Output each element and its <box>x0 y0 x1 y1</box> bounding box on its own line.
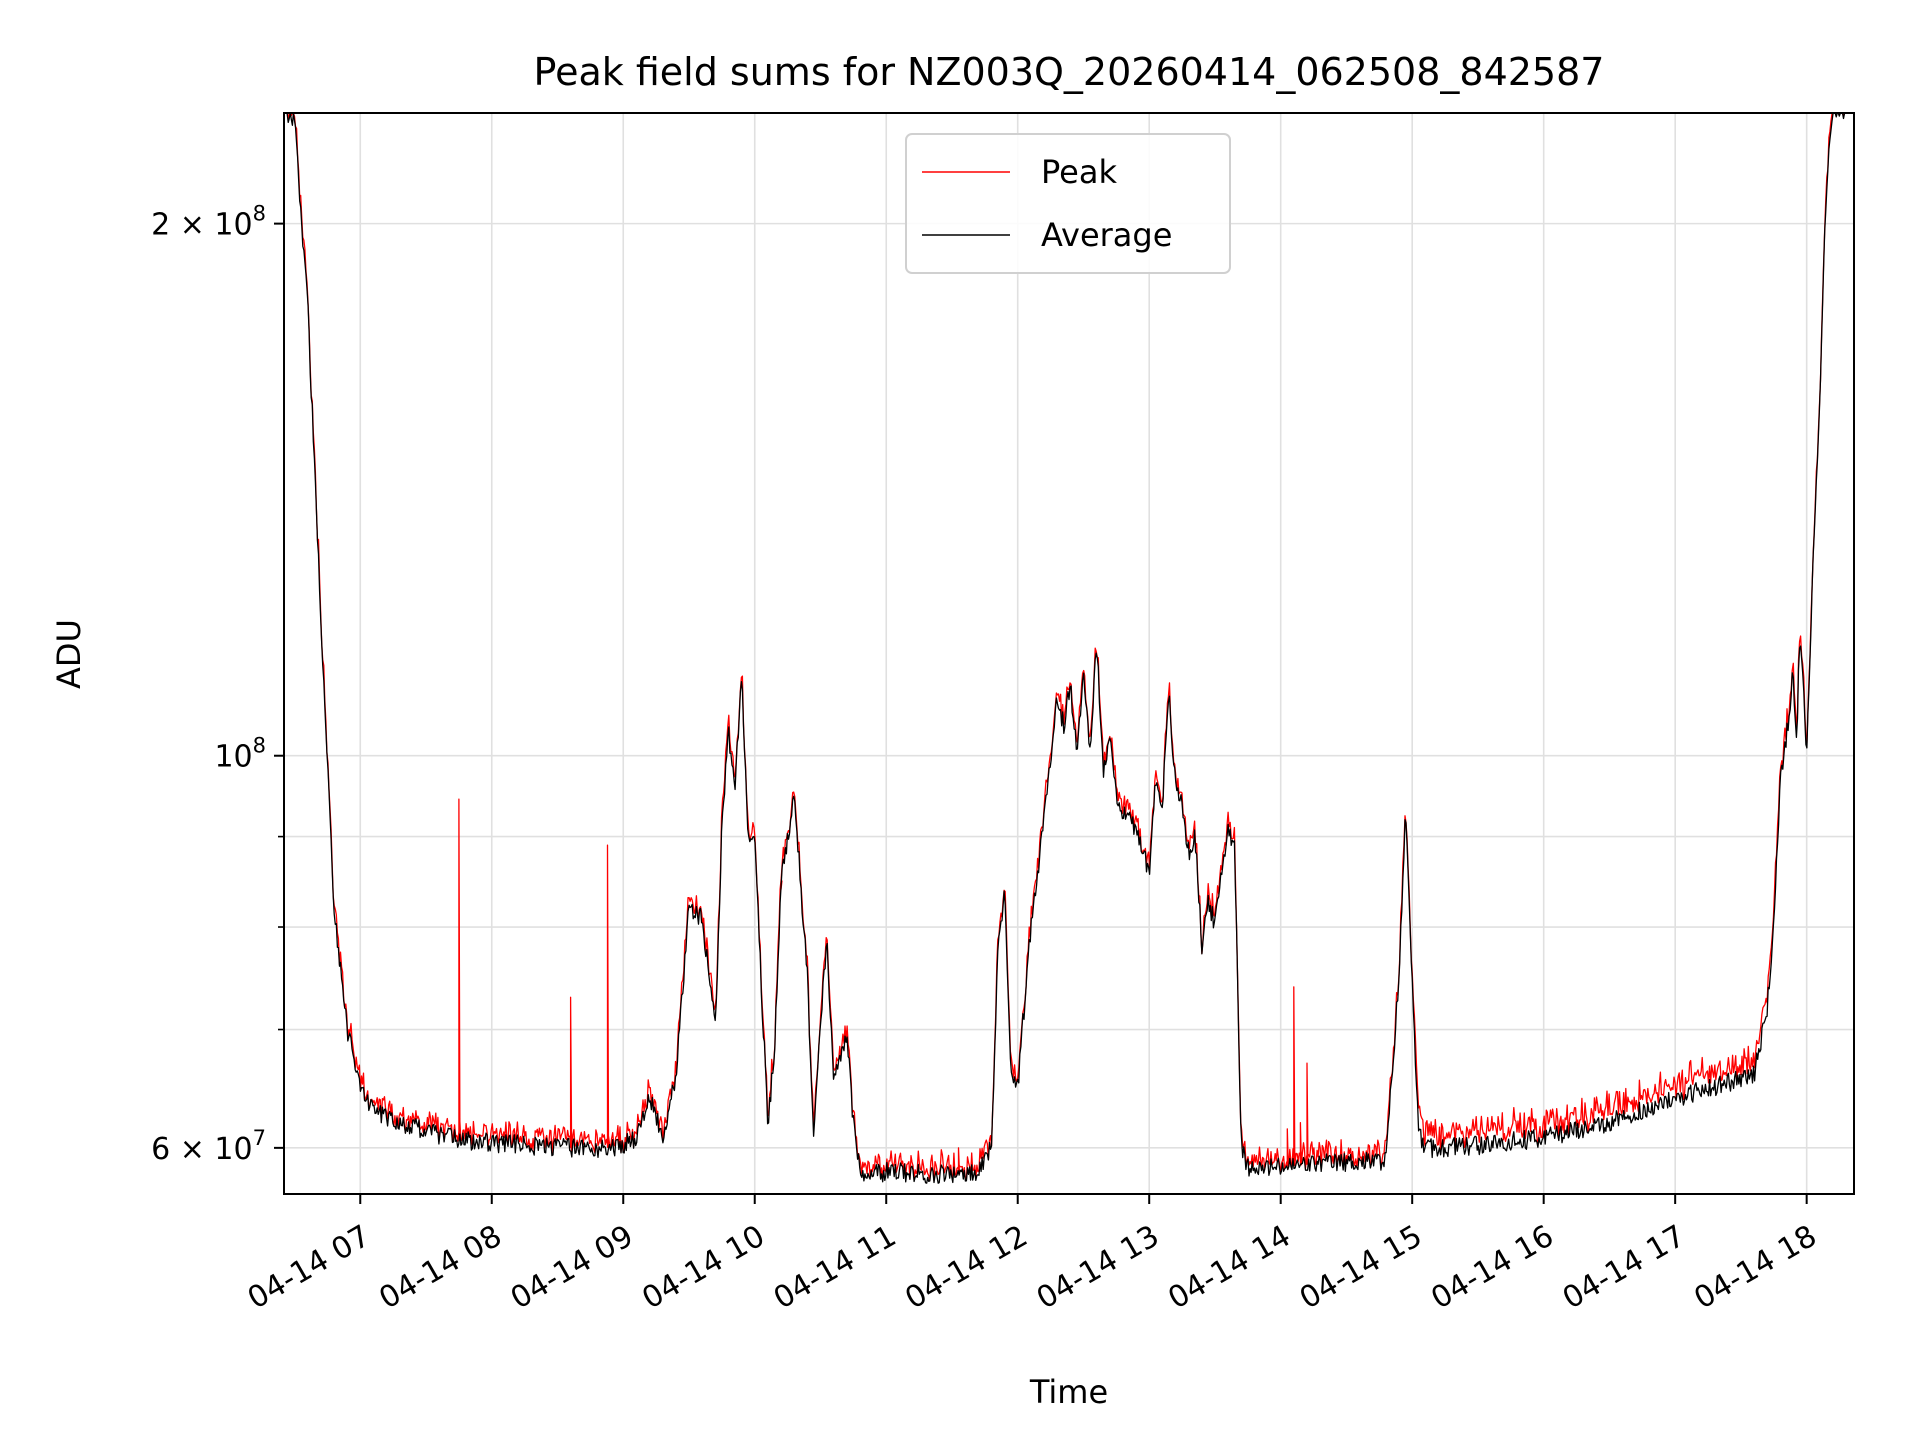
y-tick-label-exponent: 8 <box>253 734 266 758</box>
y-tick-label-base: 10 <box>214 740 252 775</box>
y-tick-label: 108 <box>214 734 266 775</box>
plot-frame <box>283 112 1855 1195</box>
y-tick-label: 2 × 108 <box>151 202 266 243</box>
series-line-average <box>284 112 1854 1184</box>
x-axis-label: Time <box>1029 1373 1108 1411</box>
y-axis-label: ADU <box>50 619 88 689</box>
chart-title: Peak field sums for NZ003Q_20260414_0625… <box>534 50 1605 94</box>
series-layer <box>284 112 1854 1184</box>
legend: Peak Average <box>905 133 1231 274</box>
y-tick-label: 6 × 107 <box>151 1126 266 1167</box>
y-tick-label-exponent: 7 <box>253 1126 266 1150</box>
y-tick-label-base: 2 × 10 <box>151 208 252 243</box>
legend-label-peak: Peak <box>1041 153 1117 191</box>
y-tick-label-base: 6 × 10 <box>151 1132 252 1167</box>
legend-box <box>905 133 1231 274</box>
y-tick-label-exponent: 8 <box>253 202 266 226</box>
legend-label-average: Average <box>1041 216 1172 254</box>
